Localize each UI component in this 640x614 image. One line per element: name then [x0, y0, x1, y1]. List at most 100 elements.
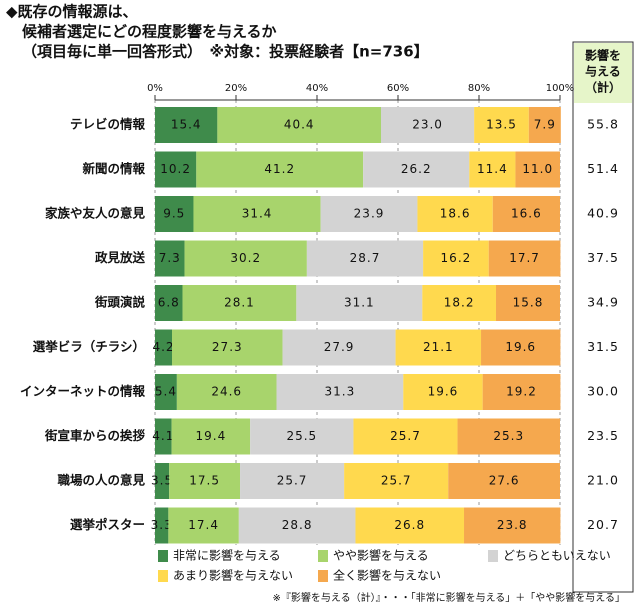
category-label: 職場の人の意見 — [57, 473, 145, 488]
bar-segment — [172, 329, 283, 366]
value-label: 21.1 — [423, 340, 454, 354]
total-label: 20.7 — [587, 517, 619, 532]
bar-segment — [469, 151, 516, 188]
bar-segment — [423, 240, 489, 277]
bar-segment — [240, 463, 345, 499]
value-label: 7.3 — [159, 251, 181, 265]
x-tick-label: 60% — [387, 83, 409, 94]
value-label: 7.9 — [534, 118, 556, 132]
value-label: 26.2 — [401, 162, 432, 176]
value-label: 17.5 — [189, 474, 220, 488]
category-label: 街頭演説 — [94, 295, 146, 310]
bar-segment — [482, 374, 561, 410]
bar-segment — [474, 107, 529, 143]
value-label: 26.8 — [394, 518, 425, 532]
x-tick-label: 80% — [468, 83, 490, 94]
chart-title: 候補者選定にどの程度影響を与えるか — [22, 23, 277, 41]
bar-segment — [353, 418, 458, 455]
value-label: 11.0 — [522, 162, 553, 176]
category-label: テレビの情報 — [70, 117, 146, 132]
total-label: 31.5 — [587, 339, 619, 354]
bar-segment — [176, 374, 277, 410]
category-label: 街宣車からの挨拶 — [44, 428, 146, 443]
value-label: 27.9 — [324, 340, 355, 354]
value-label: 16.2 — [441, 251, 472, 265]
legend-label: やや影響を与える — [333, 548, 429, 563]
bar-segment — [464, 507, 561, 544]
bar-segment — [481, 329, 561, 366]
category-label: 選挙ポスター — [70, 517, 145, 532]
legend-swatch — [158, 570, 168, 582]
value-label: 16.6 — [511, 207, 542, 221]
value-label: 18.6 — [440, 207, 471, 221]
value-label: 31.1 — [344, 296, 375, 310]
total-column-frame — [572, 41, 634, 593]
total-label: 51.4 — [587, 161, 619, 176]
value-label: 30.2 — [230, 251, 261, 265]
value-label: 41.2 — [264, 162, 295, 176]
bar-segment — [184, 240, 307, 277]
total-header-bg — [574, 43, 632, 103]
bar-segment — [355, 507, 465, 544]
bar-segment — [296, 285, 423, 321]
bar-segment — [155, 107, 218, 143]
total-label: 34.9 — [587, 295, 619, 310]
bar-segment — [217, 107, 381, 143]
value-label: 3.3 — [151, 518, 173, 532]
legend-label: あまり影響を与えない — [173, 568, 293, 583]
x-tick-label: 20% — [225, 83, 247, 94]
bar-segment — [457, 418, 560, 455]
bar-segment — [155, 418, 172, 455]
value-label: 10.2 — [160, 162, 191, 176]
value-label: 31.4 — [242, 207, 273, 221]
bar-segment — [320, 196, 418, 232]
value-label: 19.6 — [428, 385, 459, 399]
bar-segment — [422, 285, 497, 321]
chart-title: （項目毎に単一回答形式） ※対象：投票経験者【n=736】 — [22, 43, 429, 61]
value-label: 40.4 — [284, 118, 315, 132]
bar-segment — [488, 240, 561, 277]
legend-label: 全く影響を与えない — [333, 568, 441, 583]
value-label: 6.8 — [158, 296, 180, 310]
legend-swatch — [318, 550, 328, 562]
value-label: 25.5 — [286, 429, 317, 443]
value-label: 11.4 — [477, 162, 508, 176]
bar-segment — [169, 463, 241, 499]
value-label: 19.6 — [505, 340, 536, 354]
legend-label: どちらともいえない — [503, 549, 611, 563]
value-label: 17.7 — [509, 251, 540, 265]
bar-segment — [193, 196, 321, 232]
value-label: 23.8 — [497, 518, 528, 532]
bar-segment — [395, 329, 482, 366]
bar-segment — [306, 240, 424, 277]
value-label: 17.4 — [188, 518, 219, 532]
chart-title: ◆既存の情報源は、 — [6, 3, 138, 21]
x-tick-label: 100% — [546, 83, 575, 94]
value-label: 27.6 — [489, 474, 520, 488]
bar-segment — [182, 285, 297, 321]
value-label: 9.5 — [163, 207, 185, 221]
value-label: 23.9 — [354, 207, 385, 221]
value-label: 15.4 — [171, 118, 202, 132]
value-label: 4.2 — [152, 340, 174, 354]
value-label: 25.7 — [390, 429, 421, 443]
bar-segment — [403, 374, 483, 410]
bar-segment — [528, 107, 561, 143]
bar-segment — [380, 107, 475, 143]
category-label: インターネットの情報 — [20, 384, 146, 399]
bar-segment — [250, 418, 354, 455]
legend-swatch — [318, 570, 328, 582]
bar-segment — [155, 507, 169, 544]
total-label: 40.9 — [587, 206, 619, 221]
bar-segment — [492, 196, 560, 232]
value-label: 25.7 — [277, 474, 308, 488]
value-label: 28.7 — [350, 251, 381, 265]
bar-segment — [171, 418, 251, 455]
total-label: 30.0 — [587, 384, 619, 399]
legend-swatch — [158, 550, 168, 562]
value-label: 23.0 — [412, 118, 443, 132]
bar-segment — [155, 151, 197, 188]
value-label: 19.4 — [196, 429, 227, 443]
total-label: 55.8 — [587, 117, 619, 132]
